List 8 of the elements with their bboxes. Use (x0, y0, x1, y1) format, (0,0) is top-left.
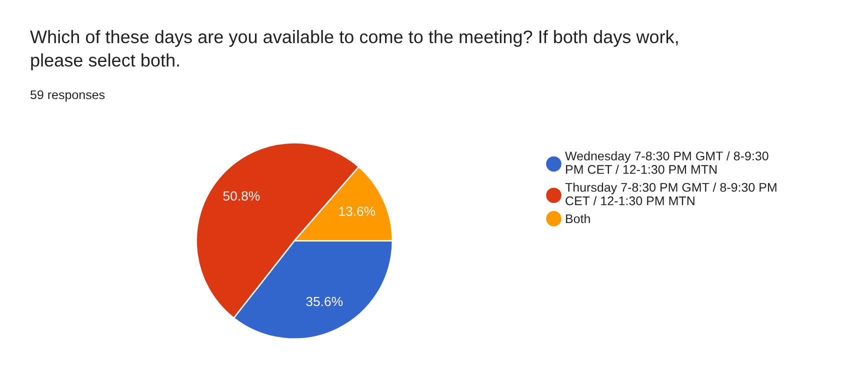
text: 59 responses (30, 90, 105, 102)
data-label: 13.6% (339, 206, 376, 216)
data-label: 50.8% (223, 191, 260, 201)
chart-title: Which of these days are you available to come to the meeting? If both days work, please select both. (30, 30, 678, 70)
data-label: 35.6% (306, 296, 343, 306)
legend-label: Wednesday 7-8:30 PM GMT / 8-9:30 PM CET / 12-1:30 PM MTN (565, 151, 768, 174)
legend-label: Both (566, 214, 590, 224)
legend-label: Thursday 7-8:30 PM GMT / 8-9:30 PM CET / 12-1:30 PM MTN (565, 182, 776, 206)
